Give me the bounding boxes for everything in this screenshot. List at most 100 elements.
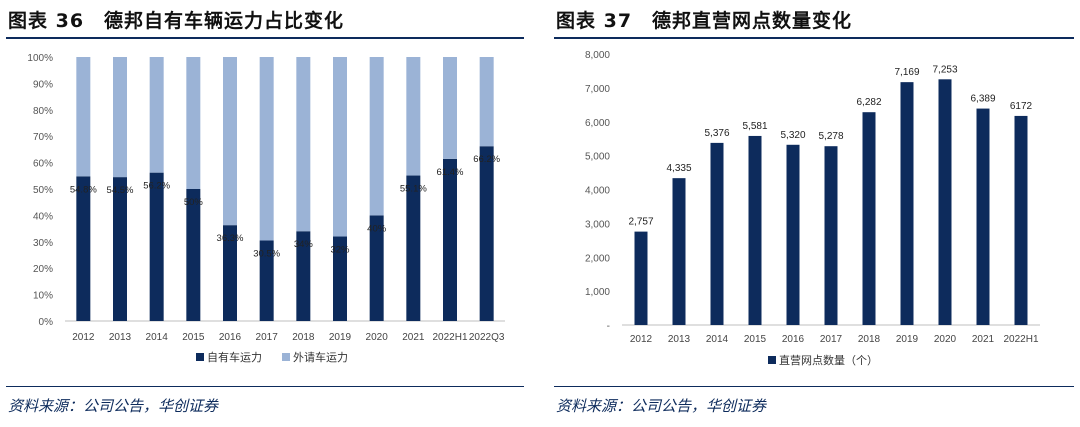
bar-own-capacity [186,189,201,321]
data-label: 66.2% [473,154,500,165]
data-label: 4,335 [666,163,691,174]
footer-divider [6,386,524,387]
y-tick-label: 2,000 [585,253,610,264]
bar-outsourced-capacity [223,57,237,226]
y-tick-label: 60% [33,159,53,170]
stacked-bar-chart: 0% 10% 20% 30% 40% 50% 60% 70% 80% 90% 100% 54.8% 20… [27,53,505,364]
x-tick-label: 2020 [934,334,957,345]
data-label: 55.1% [400,184,427,195]
footer-divider [554,386,1074,387]
x-tick-label: 2012 [630,334,653,345]
bar-own-capacity [333,236,347,321]
bar-direct-outlets [976,108,990,325]
x-tick-label: 2017 [256,332,279,343]
x-tick-label: 2022H1 [1003,334,1038,345]
y-tick-label: 0% [39,317,54,328]
bar-own-capacity [259,240,274,321]
data-label: 54.8% [70,184,97,195]
legend-label: 自有车运力 [207,350,262,364]
bar-outsourced-capacity [113,57,127,178]
data-label: 50% [184,197,204,208]
bar-direct-outlets [672,178,686,325]
data-label: 6,282 [856,97,881,108]
bar-outsourced-capacity [479,57,494,147]
x-tick-label: 2016 [219,332,242,343]
bar-outsourced-capacity [443,57,457,159]
x-tick-label: 2012 [72,332,95,343]
bar-outsourced-capacity [333,57,347,237]
legend-swatch [768,356,776,364]
bar-own-capacity [443,158,457,321]
y-tick-label: 4,000 [585,186,610,197]
x-tick-label: 2018 [858,334,881,345]
x-tick-label: 2021 [402,332,425,343]
right-chart-panel: 图表 37 德邦直营网点数量变化 - 1,000 2,000 3,000 4,000 5,… [548,0,1080,427]
bar-own-capacity [149,172,164,321]
y-tick-label: 80% [33,106,53,117]
x-tick-label: 2013 [668,334,691,345]
bar-own-capacity [76,176,91,321]
data-label: 40% [367,223,387,234]
legend-swatch [196,353,204,361]
left-chart-panel: 图表 36 德邦自有车辆运力占比变化 0% 10% 20% 30% 40% 50% 60% 7… [0,0,530,427]
y-tick-label: 3,000 [585,219,610,230]
data-label: 56.2% [143,181,170,192]
legend-label: 直营网点数量（个） [779,353,878,367]
x-tick-label: 2019 [896,334,919,345]
bar-own-capacity [296,231,311,321]
data-label: 7,253 [932,64,957,75]
data-label: 61.4% [437,167,464,178]
bar-direct-outlets [938,79,952,325]
y-tick-label: 20% [33,264,53,275]
x-tick-label: 2018 [292,332,315,343]
data-label: 5,320 [780,130,805,141]
bar-outsourced-capacity [369,57,384,216]
bar-direct-outlets [710,142,724,325]
bar-direct-outlets [786,144,800,325]
data-label: 32% [330,245,350,256]
y-tick-label: 6,000 [585,118,610,129]
x-tick-label: 2021 [972,334,995,345]
title-divider [6,37,524,39]
x-tick-label: 2016 [782,334,805,345]
x-tick-label: 2015 [744,334,767,345]
x-tick-label: 2019 [329,332,352,343]
y-tick-label: 1,000 [585,287,610,298]
data-label: 30.5% [253,248,280,259]
bar-outsourced-capacity [186,57,201,189]
x-tick-label: 2014 [146,332,169,343]
bar-own-capacity [479,146,494,321]
x-tick-label: 2022Q3 [469,332,505,343]
bar-direct-outlets [634,231,648,325]
bar-outsourced-capacity [259,57,274,241]
title-divider [554,37,1074,39]
bar-direct-outlets [900,82,914,326]
data-label: 36.3% [217,233,244,244]
x-tick-label: 2015 [182,332,205,343]
x-tick-label: 2013 [109,332,132,343]
data-label: 6172 [1010,101,1033,112]
y-tick-label: 70% [33,132,53,143]
data-label: 7,169 [894,67,919,78]
chart-title: 图表 36 德邦自有车辆运力占比变化 [8,10,345,32]
y-tick-label: 50% [33,185,53,196]
bar-direct-outlets [1014,115,1028,326]
y-tick-label: 10% [33,291,53,302]
bar-direct-outlets [824,146,838,325]
x-tick-label: 2014 [706,334,729,345]
bar-own-capacity [113,177,127,321]
y-tick-label: - [607,321,610,332]
y-tick-label: 7,000 [585,84,610,95]
chart-title: 图表 37 德邦直营网点数量变化 [556,10,853,32]
data-label: 2,757 [628,217,653,228]
y-tick-label: 90% [33,79,53,90]
data-label: 5,581 [742,121,767,132]
bar-outsourced-capacity [406,57,421,176]
data-label: 54.5% [107,185,134,196]
data-label: 5,278 [818,131,843,142]
y-tick-label: 40% [33,211,53,222]
bar-direct-outlets [748,135,762,325]
source-note: 资料来源：公司公告，华创证券 [8,397,219,415]
x-tick-label: 2017 [820,334,843,345]
x-tick-label: 2020 [366,332,389,343]
